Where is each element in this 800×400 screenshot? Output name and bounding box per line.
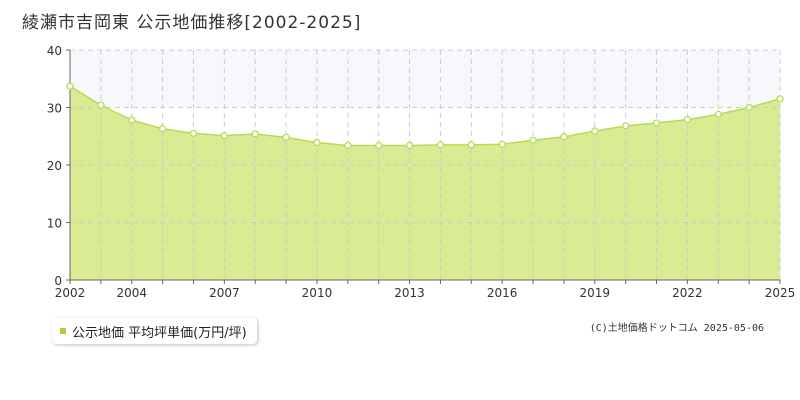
data-point [745,103,753,112]
x-tick-label: 2007 [209,286,240,300]
data-point [560,133,568,141]
legend-swatch [60,328,66,334]
data-point [189,129,198,138]
data-point [405,141,414,150]
x-tick-label: 2002 [55,286,86,300]
data-point [66,82,74,90]
data-point [282,133,290,142]
x-tick-label: 2010 [302,286,333,300]
credit-text: (C)土地価格ドットコム 2025-05-06 [589,323,764,334]
data-point [220,132,228,140]
x-tick-label: 2019 [580,286,611,300]
x-tick-label: 2022 [672,286,703,300]
data-point [344,141,352,150]
data-point [97,101,105,109]
y-tick-label: 30 [47,102,62,116]
legend: 公示地価 平均坪単価(万円/坪) [52,318,257,344]
data-point [128,116,136,124]
plot-upper-band [70,50,780,108]
data-point [776,95,784,103]
data-point [683,115,692,124]
chart-title: 綾瀬市吉岡東 公示地価推移[2002-2025] [22,13,362,33]
data-point [251,130,259,138]
x-tick-label: 2013 [394,286,425,300]
series-line [69,85,781,147]
data-point [313,138,321,147]
data-point [375,141,383,150]
x-tick-label: 2004 [116,286,147,300]
data-point [467,141,475,149]
data-point [652,119,661,127]
y-tick-label: 40 [47,44,62,58]
data-point [158,125,167,133]
y-tick-label: 10 [47,217,62,231]
x-tick-label: 2016 [487,286,518,300]
data-point [529,136,537,144]
y-tick-label: 0 [54,274,62,288]
data-point [591,127,599,135]
y-tick-label: 20 [47,159,62,173]
x-tick-label: 2025 [765,286,796,300]
data-point [622,122,630,130]
data-point [714,110,722,119]
legend-label: 公示地価 平均坪単価(万円/坪) [72,325,247,341]
data-point [436,141,445,149]
data-point [498,140,506,148]
